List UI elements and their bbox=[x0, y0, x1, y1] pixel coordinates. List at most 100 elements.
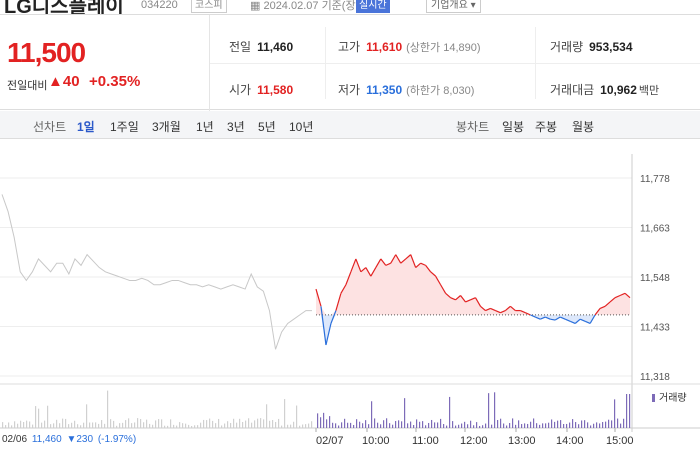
today-line-segment bbox=[599, 305, 606, 309]
price-summary: 11,500 전일대비 ▲40 +0.35% 전일 11,460 고가 11,610… bbox=[0, 14, 700, 111]
today-line-segment bbox=[425, 265, 432, 273]
volume-bar bbox=[233, 418, 235, 428]
line-chart-label[interactable]: 선차트 bbox=[33, 120, 67, 134]
volume-bar bbox=[152, 424, 154, 428]
volume-bar bbox=[467, 424, 469, 428]
today-line-segment bbox=[350, 258, 357, 273]
period-3m[interactable]: 3개월 bbox=[152, 120, 181, 134]
stock-header: LG디스플레이 034220 코스피 ▦ 2024.02.07 기준(장마감) … bbox=[0, 0, 700, 14]
volume-bar bbox=[362, 423, 364, 428]
today-line-segment bbox=[390, 254, 397, 264]
period-1w[interactable]: 1주일 bbox=[110, 120, 139, 134]
volume-bar bbox=[404, 398, 406, 428]
volume-bar bbox=[428, 422, 430, 428]
volume-bar bbox=[551, 419, 553, 428]
today-line-segment bbox=[584, 320, 591, 325]
today-line-segment bbox=[395, 254, 402, 264]
volume-bar bbox=[179, 422, 181, 428]
volume-bar bbox=[140, 419, 142, 428]
stat-label: 시가 bbox=[229, 83, 252, 97]
volume-bar bbox=[353, 424, 355, 428]
volume-bar bbox=[137, 418, 139, 428]
volume-bar bbox=[35, 406, 37, 428]
volume-bar bbox=[53, 423, 55, 428]
volume-bar bbox=[626, 394, 628, 428]
volume-bar bbox=[86, 404, 88, 428]
today-line-segment bbox=[320, 306, 327, 346]
y-tick-label: 11,663 bbox=[640, 224, 670, 235]
volume-bar bbox=[593, 423, 595, 428]
volume-bar bbox=[518, 420, 520, 428]
volume-bar bbox=[548, 422, 550, 428]
volume-bar bbox=[269, 420, 271, 428]
today-line-segment bbox=[380, 258, 387, 266]
company-info-dropdown[interactable]: 기업개요 ▾ bbox=[426, 0, 481, 13]
volume-bar bbox=[596, 422, 598, 428]
price-chart[interactable]: 11,778 11,663 11,548 11,433 11,318 02/07 10:0… bbox=[0, 140, 700, 450]
stat-volume: 거래량 953,534 bbox=[550, 38, 633, 55]
period-10y[interactable]: 10년 bbox=[289, 120, 314, 134]
amount-unit: 백만 bbox=[638, 85, 660, 97]
candle-monthly[interactable]: 월봉 bbox=[572, 120, 595, 134]
today-line-segment bbox=[385, 262, 391, 266]
today-line-segment bbox=[365, 267, 372, 277]
stat-value: 10,962 bbox=[600, 83, 637, 97]
realtime-badge[interactable]: 실시간 bbox=[356, 0, 390, 13]
volume-bar bbox=[203, 419, 205, 428]
change-percent: +0.35% bbox=[89, 73, 141, 90]
volume-bar bbox=[98, 423, 100, 428]
volume-bar bbox=[182, 423, 184, 428]
volume-bar bbox=[611, 420, 613, 428]
volume-bar bbox=[44, 420, 46, 428]
candle-daily[interactable]: 일봉 bbox=[502, 120, 525, 134]
volume-bar bbox=[194, 425, 196, 428]
volume-bar bbox=[539, 424, 541, 428]
volume-bar bbox=[317, 413, 319, 428]
today-line-segment bbox=[604, 301, 611, 307]
volume-bar bbox=[158, 419, 160, 428]
upper-limit: (상한가 14,890) bbox=[406, 42, 481, 54]
volume-bar bbox=[515, 424, 517, 428]
candle-weekly[interactable]: 주봉 bbox=[535, 120, 558, 134]
today-line-segment bbox=[420, 262, 426, 266]
volume-bar bbox=[386, 418, 388, 428]
period-3y[interactable]: 3년 bbox=[227, 120, 245, 134]
volume-label: 거래량 bbox=[659, 392, 687, 404]
period-1y[interactable]: 1년 bbox=[196, 120, 214, 134]
volume-bar bbox=[323, 412, 325, 428]
area-below-baseline bbox=[316, 314, 630, 346]
today-line-segment bbox=[450, 297, 456, 301]
stat-label: 거래량 bbox=[550, 40, 584, 54]
volume-bar bbox=[614, 399, 616, 428]
today-line-segment bbox=[455, 295, 461, 301]
period-5y[interactable]: 5년 bbox=[258, 120, 276, 134]
volume-bar bbox=[434, 422, 436, 428]
volume-bar bbox=[221, 425, 223, 428]
volume-bar bbox=[554, 421, 556, 428]
today-line-segment bbox=[495, 310, 501, 314]
volume-bar bbox=[170, 419, 172, 428]
volume-bar bbox=[272, 419, 274, 428]
volume-bar bbox=[410, 421, 412, 428]
period-1d[interactable]: 1일 bbox=[77, 120, 95, 134]
candle-chart-label[interactable]: 봉차트 bbox=[456, 120, 490, 134]
x-tick-label: 11:00 bbox=[412, 435, 439, 447]
volume-bar bbox=[377, 422, 379, 428]
volume-bar bbox=[413, 425, 415, 428]
today-line-segment bbox=[400, 258, 407, 264]
volume-bar bbox=[455, 425, 457, 428]
volume-bar bbox=[569, 422, 571, 428]
prev-value: 11,460 bbox=[31, 434, 62, 445]
volume-bar bbox=[104, 423, 106, 428]
volume-bar bbox=[521, 424, 523, 428]
volume-bar bbox=[332, 422, 334, 428]
today-line-segment bbox=[569, 320, 576, 325]
volume-bar bbox=[32, 424, 34, 428]
today-line-segment bbox=[445, 292, 451, 299]
volume-bar bbox=[281, 425, 283, 428]
volume-bar bbox=[560, 420, 562, 428]
volume-bar bbox=[629, 394, 631, 428]
volume-bar bbox=[437, 422, 439, 428]
change-amount: ▲40 bbox=[48, 73, 80, 90]
volume-bar bbox=[392, 424, 394, 428]
